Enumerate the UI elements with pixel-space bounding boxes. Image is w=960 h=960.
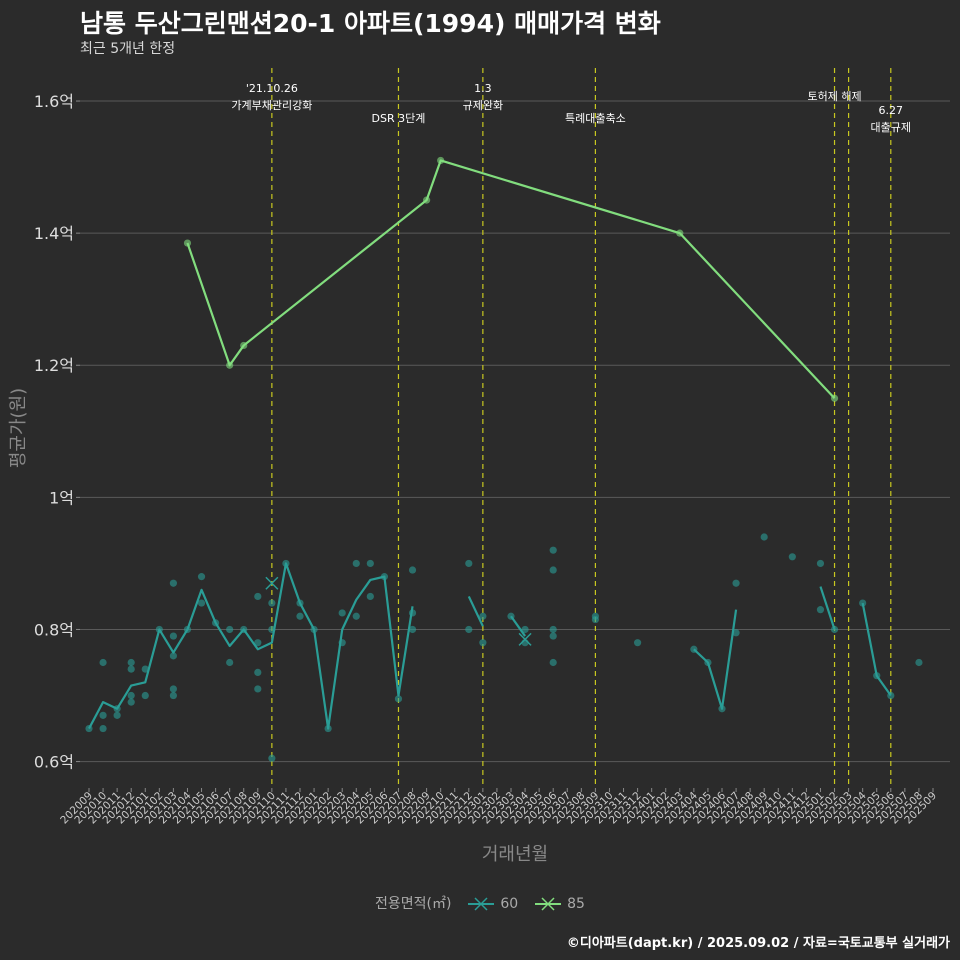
- point-60: [127, 658, 135, 667]
- point-60: [169, 579, 177, 587]
- point-60: [915, 658, 923, 667]
- event-label: 토허제 해제: [807, 89, 861, 103]
- legend-key-60-icon: [467, 897, 494, 911]
- x-axis-title: 거래년월: [482, 844, 548, 865]
- event-label: 규제완화: [463, 99, 503, 112]
- point-60: [226, 625, 234, 634]
- point-60: [591, 615, 600, 624]
- point-60: [141, 691, 149, 700]
- point-60: [226, 658, 234, 667]
- point-60: [479, 612, 487, 620]
- source-caption: ©디아파트(dapt.kr) / 2025.09.02 / 자료=국토교통부 실…: [566, 936, 950, 951]
- event-label: DSR 3단계: [372, 112, 426, 125]
- point-60: [788, 553, 796, 561]
- point-60: [732, 579, 740, 587]
- series-line-60: [467, 595, 484, 627]
- point-60: [169, 652, 177, 660]
- point-60: [268, 754, 276, 762]
- y-tick-label: 0.8억: [34, 620, 74, 639]
- point-60: [127, 698, 135, 706]
- event-label: 가계부채관리강화: [231, 99, 312, 112]
- event-label: 대출규제: [871, 121, 911, 134]
- point-60: [408, 625, 417, 634]
- point-60: [141, 665, 149, 673]
- event-label: 6.27: [879, 104, 904, 117]
- point-60: [99, 724, 107, 733]
- point-60: [549, 566, 557, 574]
- y-tick-label: 1억: [49, 488, 74, 507]
- point-60: [816, 559, 825, 568]
- chart-title: 남통 두산그린맨션20-1 아파트(1994) 매매가격 변화: [80, 9, 661, 38]
- point-60: [99, 658, 107, 667]
- legend-item-60[interactable]: 60: [466, 896, 518, 912]
- point-60: [549, 625, 557, 634]
- point-60: [197, 599, 206, 607]
- point-60: [254, 639, 262, 647]
- avg-marker-60: [518, 632, 532, 646]
- point-60: [549, 632, 557, 640]
- point-60: [254, 668, 262, 677]
- chart-subtitle: 최근 5개년 한정: [80, 41, 176, 57]
- event-label: 특례대출축소: [565, 112, 626, 125]
- legend: 전용면적(㎡) 60 85: [0, 893, 960, 913]
- y-tick-label: 0.6억: [34, 753, 74, 772]
- point-60: [254, 592, 262, 601]
- series-line-60: [693, 609, 738, 710]
- series-line-60: [861, 602, 892, 697]
- point-60: [169, 685, 177, 693]
- point-60: [465, 625, 473, 634]
- point-60: [732, 629, 740, 637]
- y-tick-label: 1.2억: [34, 356, 74, 375]
- avg-marker-60: [265, 576, 279, 590]
- series-line-60: [510, 615, 526, 637]
- point-60: [338, 609, 346, 617]
- point-60: [366, 559, 374, 568]
- point-60: [352, 559, 360, 568]
- y-axis-title: 평균가(원): [8, 388, 29, 468]
- point-60: [169, 632, 177, 640]
- legend-item-85[interactable]: 85: [533, 896, 585, 912]
- point-60: [479, 639, 487, 647]
- point-60: [521, 625, 529, 634]
- legend-label-60: 60: [500, 896, 519, 912]
- point-60: [366, 592, 374, 601]
- point-60: [169, 691, 177, 700]
- point-60: [296, 612, 304, 620]
- event-label: 1.3: [474, 82, 492, 95]
- point-60: [113, 711, 121, 719]
- y-tick-label: 1.4억: [34, 224, 74, 243]
- legend-title: 전용면적(㎡): [375, 896, 452, 912]
- point-60: [394, 695, 403, 703]
- series-line-60: [819, 586, 836, 630]
- point-60: [268, 599, 276, 607]
- point-60: [352, 612, 360, 620]
- point-60: [634, 639, 642, 647]
- event-label: '21.10.26: [246, 82, 298, 95]
- legend-key-85-icon: [534, 897, 561, 911]
- point-60: [549, 546, 557, 554]
- point-60: [465, 559, 473, 568]
- point-60: [760, 533, 768, 541]
- point-60: [127, 665, 135, 673]
- point-60: [197, 573, 206, 581]
- legend-label-85: 85: [567, 896, 585, 912]
- series-line-60: [88, 562, 414, 730]
- point-60: [99, 711, 107, 719]
- point-85: [183, 239, 192, 247]
- point-60: [254, 685, 262, 693]
- point-60: [549, 658, 557, 667]
- series-line-85: [186, 159, 836, 400]
- point-60: [127, 691, 135, 700]
- point-60: [816, 606, 825, 614]
- point-60: [408, 566, 417, 574]
- y-tick-label: 1.6억: [34, 92, 74, 111]
